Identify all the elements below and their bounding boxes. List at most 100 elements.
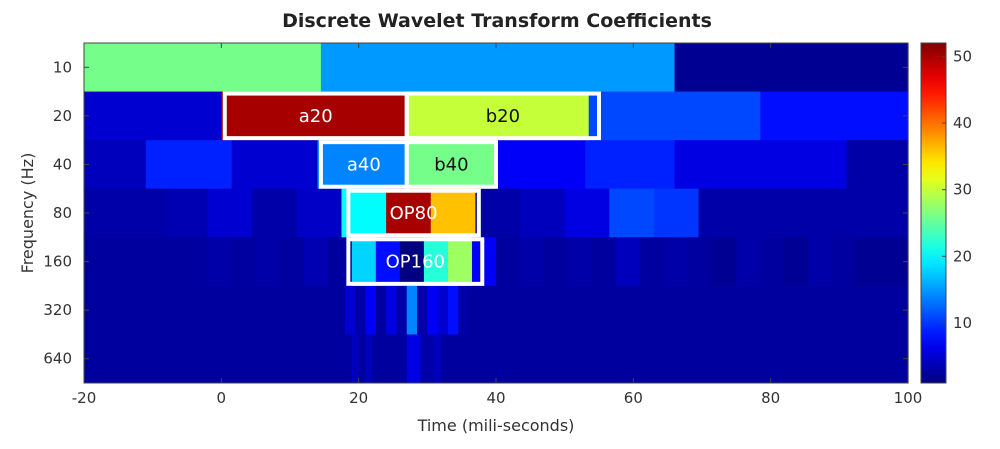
y-axis-ticks: 10 20 40 80 160 320 640 bbox=[43, 58, 908, 368]
heatmap-cell bbox=[406, 334, 422, 384]
heatmap-cell bbox=[344, 285, 356, 335]
heatmap-cell bbox=[317, 140, 408, 190]
heatmap-cell bbox=[475, 188, 521, 238]
y-tick-label: 640 bbox=[43, 350, 72, 368]
y-axis-label: Frequency (Hz) bbox=[18, 153, 37, 274]
heatmap-cell bbox=[358, 334, 367, 384]
heatmap-cell bbox=[760, 237, 785, 287]
y-tick-label: 80 bbox=[53, 204, 72, 222]
heatmap-cell bbox=[375, 285, 387, 335]
colorbar-ticks: 10 20 30 40 50 bbox=[942, 47, 972, 332]
heatmap-cell bbox=[688, 237, 713, 287]
colorbar-tick-label: 40 bbox=[953, 114, 972, 132]
heatmap-cell bbox=[674, 43, 909, 92]
heatmap-cell bbox=[568, 237, 593, 287]
heatmap-cell bbox=[303, 237, 329, 287]
heatmap-cell bbox=[496, 237, 521, 287]
x-tick-label: -20 bbox=[72, 389, 97, 407]
heatmap-cell bbox=[84, 91, 222, 141]
annotation-label: OP160 bbox=[386, 252, 445, 273]
heatmap-cell bbox=[372, 334, 408, 384]
heatmap-cell bbox=[856, 237, 909, 287]
colorbar bbox=[920, 42, 947, 384]
heatmap-cell bbox=[84, 140, 147, 190]
heatmap-cell bbox=[406, 91, 590, 141]
heatmap-cell bbox=[406, 285, 418, 335]
heatmap-cell bbox=[423, 237, 449, 287]
colorbar-tick-label: 50 bbox=[953, 47, 972, 65]
annotation-box bbox=[346, 237, 485, 286]
heatmap-cell bbox=[520, 188, 566, 238]
heatmap-cell bbox=[386, 188, 432, 238]
annotation-box bbox=[346, 188, 481, 238]
heatmap-cell bbox=[616, 237, 641, 287]
x-tick-label: 20 bbox=[349, 389, 368, 407]
heatmap-cell bbox=[441, 334, 909, 384]
heatmap-cell bbox=[166, 188, 209, 238]
heatmap-cell bbox=[399, 237, 425, 287]
heatmap-cell bbox=[84, 285, 346, 335]
chart-title: Discrete Wavelet Transform Coefficients bbox=[282, 10, 712, 32]
annotation-box bbox=[404, 140, 499, 189]
heatmap-cell bbox=[496, 140, 586, 190]
annotation-label: a20 bbox=[299, 106, 333, 127]
x-tick-label: 100 bbox=[894, 389, 923, 407]
heatmap-cell bbox=[221, 91, 408, 141]
heatmap-cell bbox=[406, 140, 497, 190]
heatmap-cell bbox=[231, 237, 257, 287]
y-tick-label: 160 bbox=[43, 253, 72, 271]
annotation-label: b40 bbox=[434, 154, 468, 175]
heatmap-cell bbox=[471, 237, 497, 287]
heatmap-cell bbox=[279, 237, 305, 287]
heatmap-cell bbox=[84, 188, 167, 238]
colorbar-tick-label: 30 bbox=[953, 181, 972, 199]
heatmap-cell bbox=[588, 91, 761, 141]
heatmap-cell bbox=[736, 237, 761, 287]
heatmap-cell bbox=[520, 237, 545, 287]
heatmap-cell bbox=[296, 188, 343, 238]
heatmap-cell bbox=[544, 237, 569, 287]
heatmap-cell bbox=[84, 237, 209, 287]
heatmap-cells bbox=[84, 43, 909, 384]
colorbar-tick-label: 20 bbox=[953, 247, 972, 265]
heatmap-cell bbox=[417, 285, 428, 335]
x-tick-label: 60 bbox=[624, 389, 643, 407]
heatmap-cell bbox=[674, 140, 847, 190]
heatmap-cell bbox=[84, 43, 322, 92]
x-tick-label: 0 bbox=[217, 389, 227, 407]
heatmap-cell bbox=[145, 140, 233, 190]
heatmap-cell bbox=[365, 285, 377, 335]
heatmap-cell bbox=[365, 334, 373, 384]
heatmap-cell bbox=[320, 43, 676, 92]
heatmap-cell bbox=[640, 237, 665, 287]
heatmap-cell bbox=[784, 237, 810, 287]
heatmap-cell bbox=[84, 334, 353, 384]
heatmap-cell bbox=[231, 140, 319, 190]
heatmap-cell bbox=[468, 285, 909, 335]
x-tick-label: 80 bbox=[761, 389, 780, 407]
heatmap-cell bbox=[712, 237, 737, 287]
y-tick-label: 20 bbox=[53, 107, 72, 125]
heatmap-cell bbox=[585, 140, 676, 190]
y-tick-label: 40 bbox=[53, 155, 72, 173]
y-tick-label: 10 bbox=[53, 58, 72, 76]
annotation-label: b20 bbox=[486, 106, 520, 127]
heatmap-cell bbox=[375, 237, 401, 287]
heatmap-cell bbox=[434, 334, 442, 384]
heatmap-cell bbox=[698, 188, 909, 238]
annotation-box bbox=[404, 91, 601, 141]
x-axis-label: Time (mili-seconds) bbox=[417, 416, 575, 435]
heatmap-cell bbox=[430, 188, 476, 238]
heatmap-cell bbox=[386, 285, 398, 335]
heatmap-cell bbox=[427, 285, 439, 335]
x-axis-ticks: -20 0 20 40 60 80 100 bbox=[72, 43, 923, 407]
heatmap-cell bbox=[255, 237, 281, 287]
heatmap-cell bbox=[808, 237, 834, 287]
heatmap-cell bbox=[846, 140, 909, 190]
x-tick-label: 40 bbox=[486, 389, 505, 407]
annotation-label: a40 bbox=[347, 154, 381, 175]
annotation-boxes: a20 b20 a40 b40 OP80 OP160 bbox=[222, 91, 601, 286]
heatmap-cell bbox=[351, 334, 360, 384]
y-tick-label: 320 bbox=[43, 301, 72, 319]
